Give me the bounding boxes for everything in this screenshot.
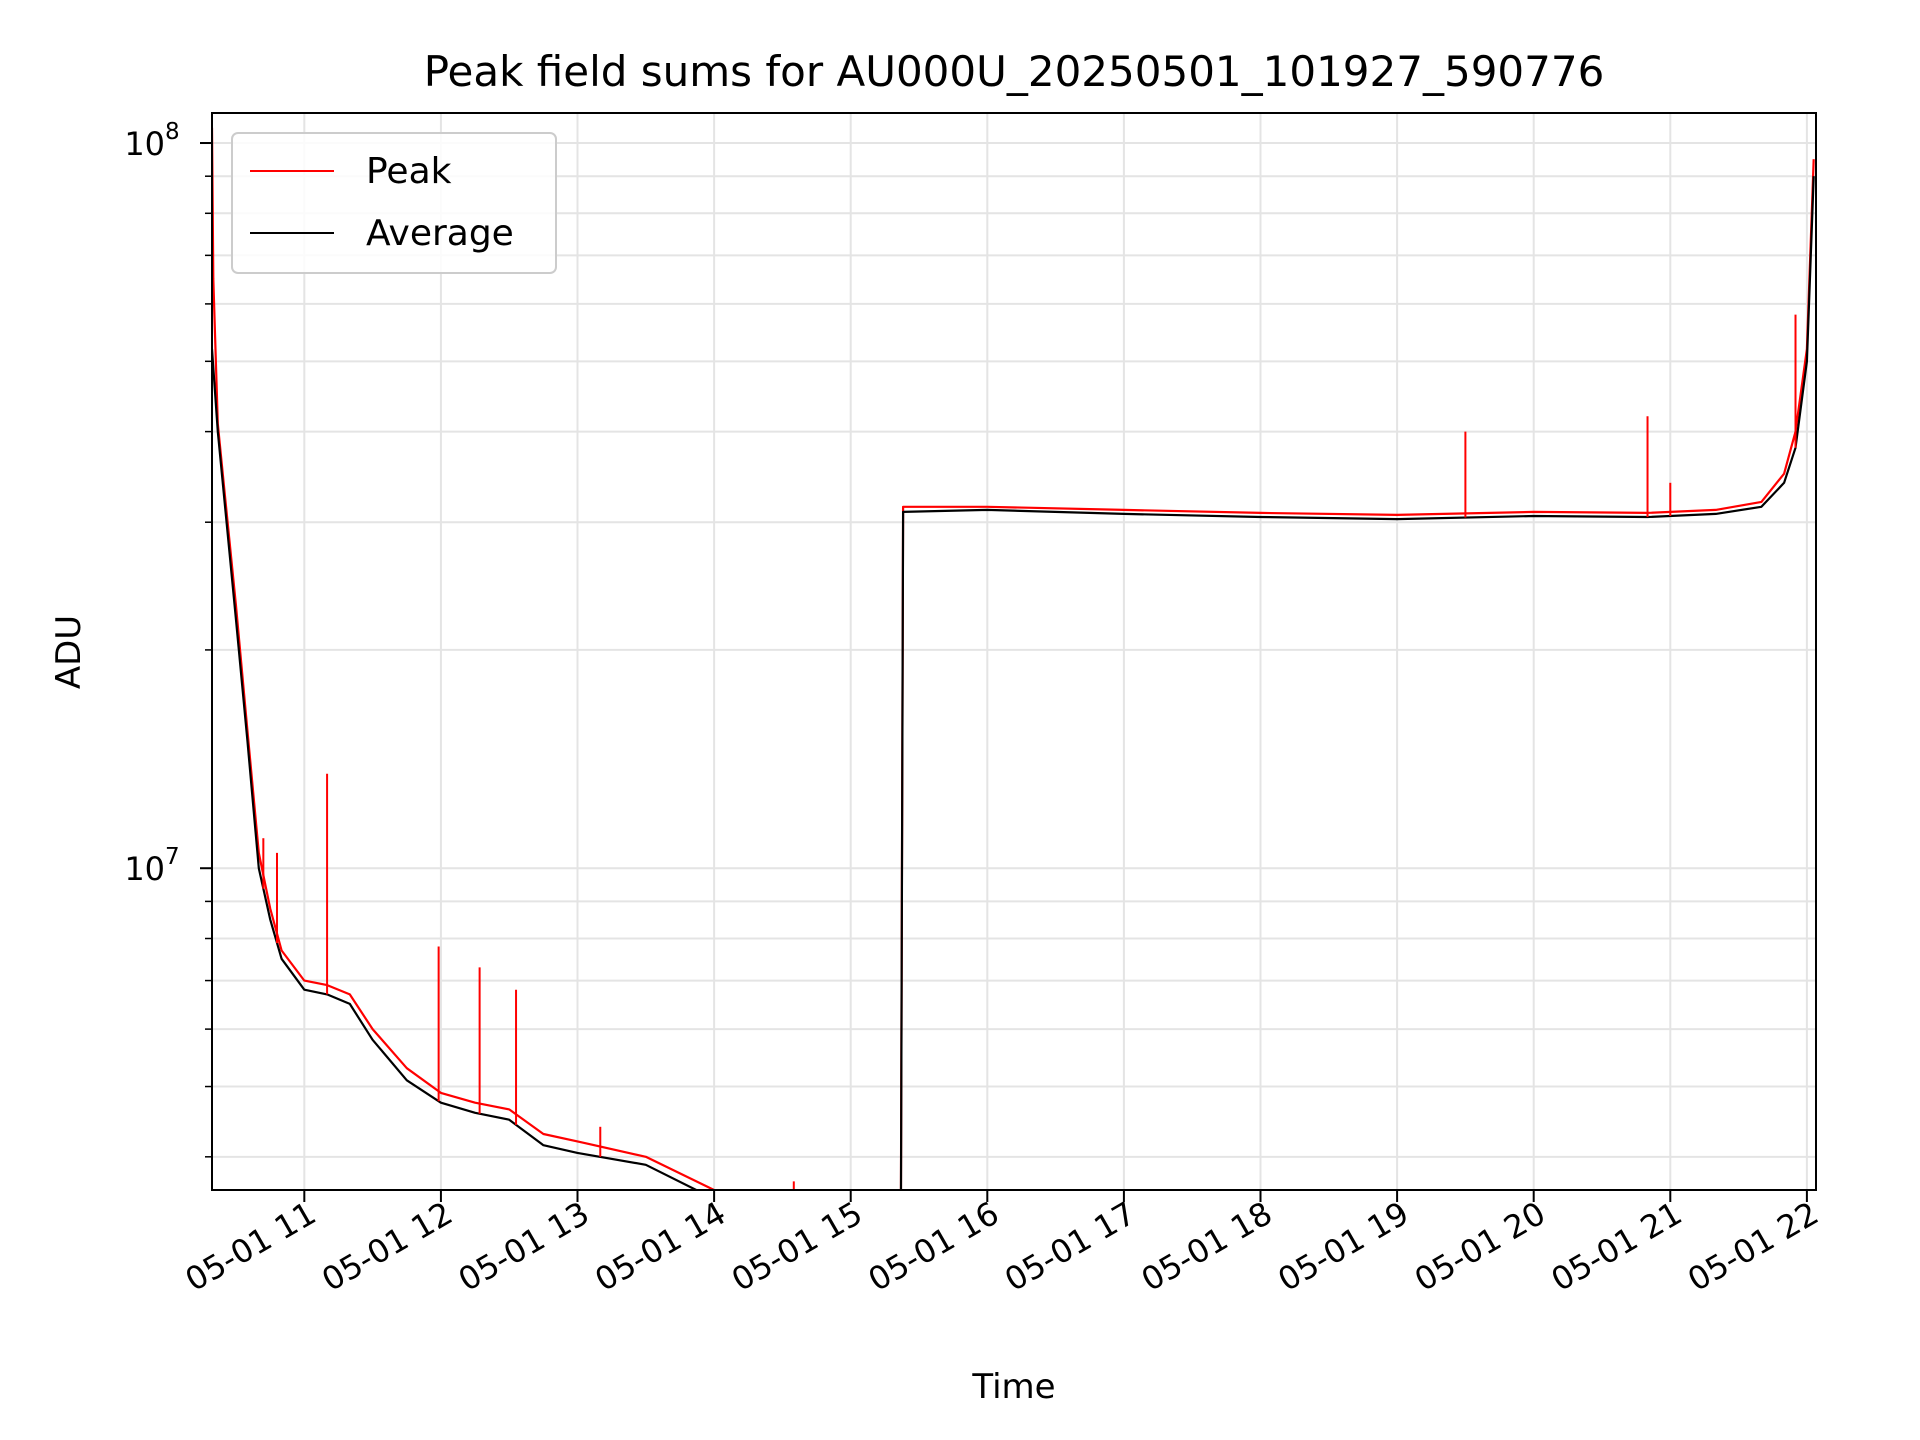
y-axis-label: ADU	[49, 615, 89, 689]
x-axis-label: Time	[971, 1367, 1055, 1407]
y-axis: 107 108	[124, 119, 212, 1158]
series-layer	[212, 127, 1815, 1190]
series-line-average	[212, 176, 1815, 1190]
legend-label-average: Average	[366, 213, 514, 254]
legend: Peak Average	[231, 132, 557, 274]
y-tick-label: 107	[124, 844, 179, 888]
plot-frame	[211, 112, 1817, 1191]
legend-label-peak: Peak	[366, 151, 452, 192]
legend-box	[231, 132, 557, 274]
y-tick-label: 108	[124, 119, 179, 163]
chart-title: Peak field sums for AU000U_20250501_1019…	[424, 47, 1605, 96]
